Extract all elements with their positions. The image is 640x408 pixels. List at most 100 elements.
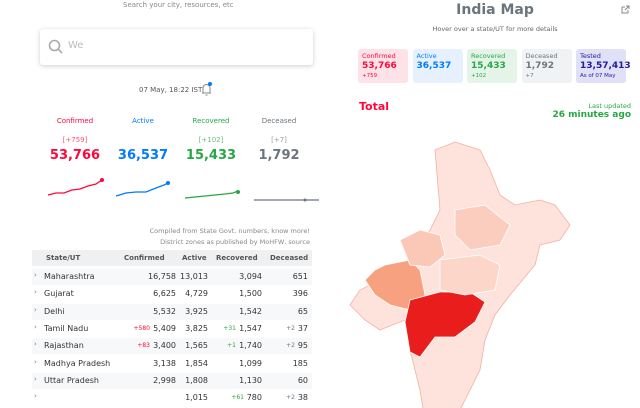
expand-arrow[interactable]: › [34, 322, 37, 331]
cell-value: 1,500 [239, 289, 262, 299]
cell-value: 5,409 [153, 323, 176, 333]
card-delta: As of 07 May [580, 73, 616, 79]
cell-value: 1,740 [239, 341, 262, 351]
expand-arrow[interactable]: › [34, 271, 37, 279]
state-name[interactable]: Tamil Nadu [44, 323, 89, 333]
stat-delta: [+102] [198, 136, 224, 144]
bell-icon[interactable] [200, 81, 214, 97]
search-hint: Search your city, resources, etc [123, 1, 234, 9]
search-box[interactable]: We [40, 29, 313, 65]
cell-value: 1,099 [239, 358, 262, 368]
row-bg [32, 372, 312, 389]
cell-value: 3,138 [153, 358, 176, 368]
card-label: Active [416, 52, 437, 60]
card-delta: +759 [362, 73, 378, 79]
cell-value: 6,625 [153, 289, 176, 299]
card-label: Recovered [471, 52, 506, 60]
expand-arrow[interactable]: › [34, 340, 37, 349]
state-name[interactable]: Delhi [44, 306, 65, 316]
cell-value: 1,542 [239, 306, 262, 316]
table-header-bg [32, 250, 312, 266]
expand-arrow[interactable]: › [34, 374, 37, 383]
column-header: State/UT [46, 254, 81, 262]
stat-label: Active [132, 117, 154, 125]
column-header: Active [182, 254, 207, 262]
cell-value: 38 [297, 393, 308, 403]
cell-value: 1,808 [185, 375, 208, 385]
state-name[interactable]: Uttar Pradesh [44, 375, 99, 385]
card-label: Deceased [525, 52, 558, 60]
share-icon[interactable] [620, 5, 630, 15]
cell-delta: +31 [223, 324, 236, 332]
card-label: Confirmed [362, 52, 396, 60]
map-subtitle: Hover over a state/UT for more details [432, 25, 558, 33]
cell-value: 3,925 [185, 306, 208, 316]
expand-arrow[interactable]: › [34, 288, 37, 297]
cell-value: 5,532 [153, 306, 176, 316]
cell-value: 60 [297, 375, 308, 385]
stat-card[interactable]: Deceased 1,792 +7 [521, 49, 572, 83]
map-title: India Map [456, 2, 534, 18]
column-header: Recovered [216, 254, 258, 262]
stat-card[interactable]: Confirmed 53,766 +759 [358, 49, 408, 83]
stat-value: 53,766 [49, 148, 101, 163]
cell-delta: +1 [227, 342, 236, 350]
cell-value: 185 [292, 358, 308, 368]
row-bg [32, 355, 312, 372]
cell-value: 1,565 [185, 341, 208, 351]
column-header: Confirmed [124, 254, 165, 262]
state-name[interactable]: Rajasthan [44, 341, 84, 351]
cell-delta: +61 [231, 394, 244, 402]
updated-ago: 26 minutes ago [552, 110, 631, 120]
cell-delta: +580 [133, 324, 150, 332]
card-delta: +102 [471, 73, 487, 79]
cell-value: 396 [292, 289, 308, 299]
cell-delta: +2 [286, 324, 295, 332]
india-map[interactable] [340, 140, 640, 408]
cell-value: 1,015 [185, 393, 208, 403]
row-bg [32, 390, 312, 407]
cell-value: 4,729 [185, 289, 208, 299]
expand-arrow[interactable]: › [34, 357, 37, 366]
card-value: 1,792 [525, 61, 554, 71]
row-bg [32, 338, 312, 355]
sparklines [47, 178, 319, 202]
row-bg [32, 286, 312, 303]
stat-value: 36,537 [117, 148, 169, 163]
cell-value: 3,825 [185, 323, 208, 333]
cell-value: 65 [297, 306, 308, 316]
row-bg [32, 303, 312, 320]
timestamp: 07 May, 18:22 IST [139, 86, 203, 94]
card-value: 53,766 [362, 61, 397, 71]
search-placeholder: We [68, 40, 84, 51]
stat-card[interactable]: Active 36,537 [412, 49, 463, 83]
cell-value: 3,400 [153, 341, 176, 351]
cell-value: 3,094 [239, 272, 262, 281]
state-name[interactable]: Gujarat [44, 289, 74, 299]
card-value: 13,57,413 [580, 61, 631, 71]
cell-delta: +83 [137, 342, 150, 350]
expand-arrow[interactable]: › [34, 392, 37, 401]
stat-label: Confirmed [56, 117, 94, 125]
card-value: 15,433 [471, 61, 506, 71]
cell-delta: +2 [286, 342, 295, 350]
search-icon [48, 39, 63, 54]
cell-value: 1,854 [185, 358, 208, 368]
cell-value: 13,013 [180, 272, 208, 281]
stat-label: Deceased [261, 117, 297, 125]
expand-arrow[interactable]: › [34, 305, 37, 314]
stat-label: Recovered [192, 117, 230, 125]
cell-delta: +2 [286, 394, 295, 402]
stat-delta: [+759] [62, 136, 88, 144]
row-bg [32, 269, 312, 285]
stat-card[interactable]: Tested 13,57,413 As of 07 May [576, 49, 631, 83]
last-updated-label: Last updated [588, 102, 631, 110]
state-name[interactable]: Madhya Pradesh [44, 358, 111, 368]
cell-value: 780 [246, 393, 262, 403]
cell-value: 1,547 [239, 323, 262, 333]
stat-card[interactable]: Recovered 15,433 +102 [467, 49, 517, 83]
state-name[interactable]: Maharashtra [44, 272, 95, 281]
cell-value: 16,758 [148, 272, 176, 281]
stat-value: 15,433 [185, 148, 237, 163]
